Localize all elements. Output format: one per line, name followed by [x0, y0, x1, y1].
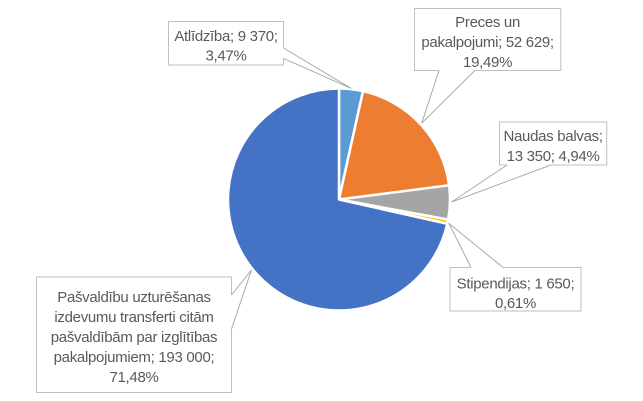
svg-text:Pašvaldību uzturēšanas: Pašvaldību uzturēšanas	[57, 289, 211, 306]
svg-text:0,61%: 0,61%	[495, 295, 536, 312]
svg-text:Naudas balvas;: Naudas balvas;	[503, 128, 602, 145]
svg-text:Stipendijas; 1 650;: Stipendijas; 1 650;	[457, 275, 575, 292]
svg-text:13 350; 4,94%: 13 350; 4,94%	[507, 148, 600, 165]
svg-text:19,49%: 19,49%	[463, 54, 512, 71]
svg-text:3,47%: 3,47%	[205, 48, 246, 65]
svg-text:pakalpojumi; 52 629;: pakalpojumi; 52 629;	[421, 34, 553, 51]
svg-text:izdevumu transferti citām: izdevumu transferti citām	[54, 309, 213, 326]
svg-text:Preces un: Preces un	[455, 14, 520, 31]
svg-text:71,48%: 71,48%	[109, 369, 158, 386]
svg-text:Atlīdzība; 9 370;: Atlīdzība; 9 370;	[174, 28, 277, 45]
svg-text:pašvaldībām par izglītības: pašvaldībām par izglītības	[51, 329, 217, 346]
svg-text:pakalpojumiem; 193 000;: pakalpojumiem; 193 000;	[54, 349, 215, 366]
